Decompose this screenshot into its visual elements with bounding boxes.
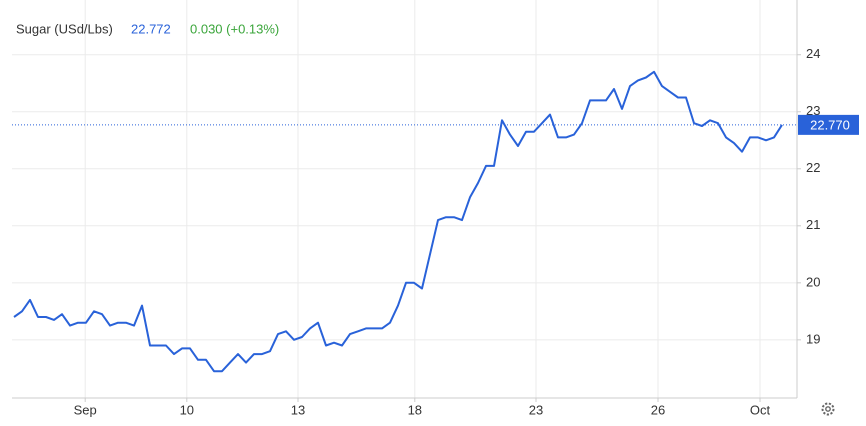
grid <box>12 0 797 398</box>
x-tick-label: Sep <box>74 402 97 417</box>
x-tick-label: 13 <box>291 402 305 417</box>
x-tick-label: 10 <box>180 402 194 417</box>
y-tick-label: 23 <box>806 103 820 118</box>
x-tick-label: 23 <box>529 402 543 417</box>
last-price-label: 22.770 <box>810 117 850 132</box>
y-tick-label: 21 <box>806 217 820 232</box>
x-tick-label: Oct <box>750 402 771 417</box>
price-line <box>13 70 783 373</box>
y-tick-label: 24 <box>806 46 820 61</box>
instrument-name: Sugar (USd/Lbs) <box>16 21 113 36</box>
y-tick-label: 20 <box>806 274 820 289</box>
y-tick-label: 19 <box>806 331 820 346</box>
y-tick-label: 22 <box>806 160 820 175</box>
x-tick-label: 18 <box>408 402 422 417</box>
price-change: 0.030 (+0.13%) <box>190 21 279 36</box>
settings-icon[interactable] <box>821 402 835 416</box>
last-price: 22.772 <box>131 21 171 36</box>
x-tick-label: 26 <box>651 402 665 417</box>
last-price-tag <box>798 114 859 135</box>
